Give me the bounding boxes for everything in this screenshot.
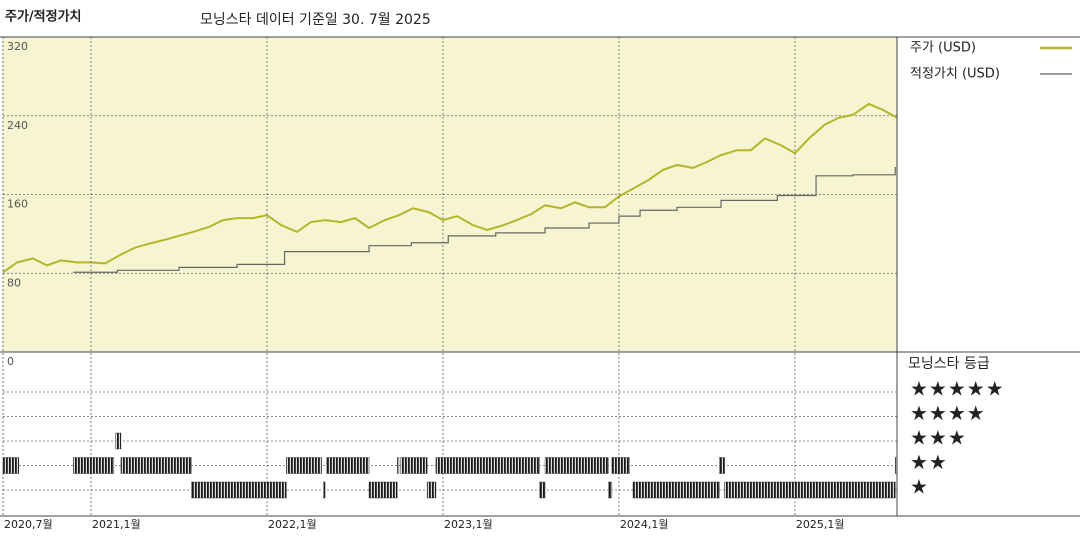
- rating-bar: [368, 481, 398, 499]
- chart-subtitle: 모닝스타 데이터 기준일 30. 7월 2025: [200, 12, 431, 28]
- rating-legend: ★: [910, 475, 929, 499]
- rating-bar: [120, 457, 192, 474]
- rating-bar: [286, 457, 322, 474]
- y-tick-label: 320: [7, 40, 28, 53]
- rating-bar: [724, 481, 896, 499]
- rating-bar: [539, 481, 546, 499]
- rating-bar: [426, 481, 437, 499]
- chart-title: 주가/적정가치: [5, 9, 82, 25]
- rating-bar: [608, 481, 613, 499]
- y-tick-label: 0: [7, 355, 14, 368]
- x-tick-label: 2023,1월: [444, 518, 493, 531]
- series-line: [73, 166, 896, 273]
- rating-bar: [73, 457, 115, 474]
- x-tick-label: 2021,1월: [92, 518, 141, 531]
- rating-legend: ★★★★: [910, 401, 986, 425]
- rating-bar: [326, 457, 370, 474]
- rating-bar: [544, 457, 609, 474]
- x-tick-label: 2025,1월: [796, 518, 845, 531]
- x-tick-label: 2022,1월: [268, 518, 317, 531]
- rating-bar: [323, 481, 326, 499]
- y-tick-label: 160: [7, 198, 28, 211]
- rating-bar: [115, 432, 122, 450]
- rating-bar: [435, 457, 540, 474]
- rating-bar: [2, 457, 20, 474]
- rating-legend: ★★★★★: [910, 377, 1005, 401]
- rating-bar: [191, 481, 287, 499]
- rating-bar: [632, 481, 720, 499]
- rating-bar: [400, 457, 428, 474]
- y-tick-label: 80: [7, 276, 21, 289]
- x-tick-label: 2020,7월: [4, 518, 53, 531]
- rating-title: 모닝스타 등급: [908, 356, 990, 372]
- series-line: [2, 102, 898, 274]
- rating-bar: [397, 457, 400, 474]
- x-tick-label: 2024,1월: [620, 518, 669, 531]
- y-tick-label: 240: [7, 119, 28, 132]
- rating-legend: ★★: [910, 450, 948, 474]
- legend-label: 주가 (USD): [910, 41, 976, 56]
- rating-bar: [719, 457, 725, 474]
- plot-background: [3, 37, 897, 352]
- legend-label: 적정가치 (USD): [910, 67, 1000, 82]
- rating-legend: ★★★: [910, 426, 967, 450]
- rating-bar: [611, 457, 630, 474]
